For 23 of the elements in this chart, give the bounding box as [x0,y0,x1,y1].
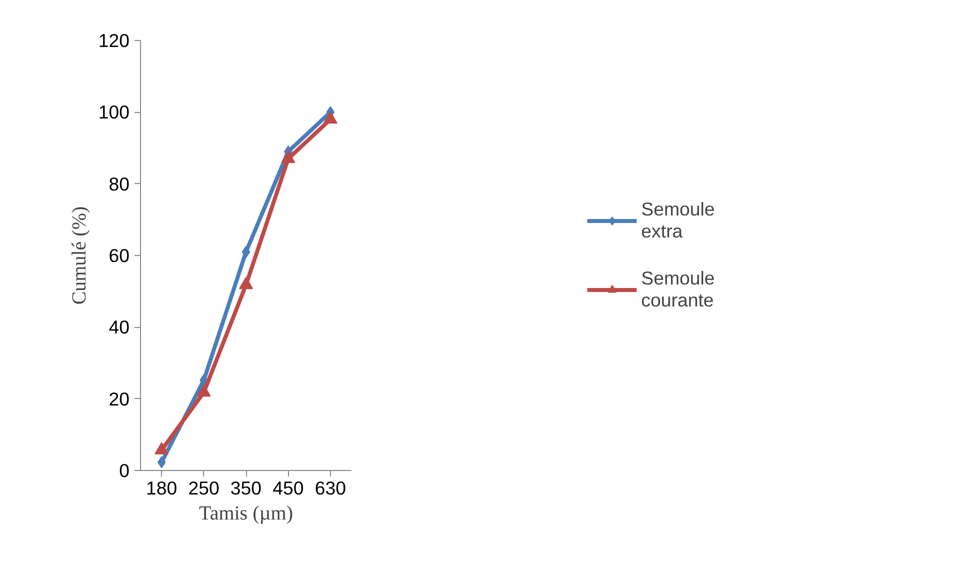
point [154,442,169,454]
x-axis-title: Tamis (µm) [199,502,294,524]
point [323,111,338,124]
y-tick-label: 20 [108,388,130,410]
y-tick-label: 60 [108,245,130,266]
x-tick-label: 350 [230,478,262,498]
x-tick-label: 450 [272,478,304,498]
point [239,276,253,290]
y-tick-label: 120 [98,30,130,51]
legend-label: Semoule extra [641,198,715,242]
x-tick-label: 630 [314,478,346,498]
y-tick-label: 0 [119,460,130,481]
x-tick-label: 250 [188,478,220,498]
legend-label: Semoule courante [641,268,715,312]
point [157,456,166,468]
y-axis-title: Cumulé (%) [68,206,90,305]
point [196,384,211,397]
point [281,150,296,164]
point [242,246,250,258]
y-tick-label: 80 [108,173,130,194]
x-tick-label: 180 [146,478,178,498]
y-tick-label: 100 [98,102,130,123]
y-tick-label: 40 [108,316,130,338]
